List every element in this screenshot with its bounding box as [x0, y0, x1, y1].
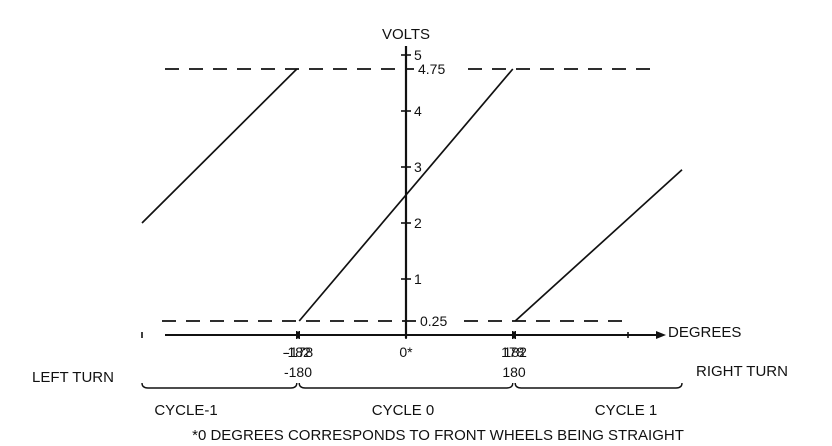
x-axis-arrow: [656, 331, 666, 339]
reference-label-0.25: 0.25: [420, 313, 447, 329]
x-tick-label-182: 182: [504, 344, 528, 360]
x-tick-label--178: -178: [285, 344, 313, 360]
cycle-minus-1-bracket: [141, 382, 298, 389]
cycle-0-bracket: [298, 382, 514, 389]
cycle-1-label: CYCLE 1: [595, 402, 658, 419]
reference-label-4.75: 4.75: [418, 61, 445, 77]
x-tick-label-0: 0*: [399, 344, 413, 360]
x-tick-label--182: -182: [283, 344, 311, 360]
y-tick-label-2: 2: [414, 215, 422, 231]
cycle-0-label: CYCLE 0: [372, 402, 435, 419]
cycle-minus-1-label: CYCLE-1: [154, 402, 217, 419]
x-tick-label-180: 180: [502, 364, 526, 380]
x-tick-label-178: 178: [501, 344, 525, 360]
y-axis-label: VOLTS: [382, 26, 430, 43]
x-axis-label: DEGREES: [668, 324, 741, 341]
footnote: *0 DEGREES CORRESPONDS TO FRONT WHEELS B…: [192, 427, 684, 444]
left-turn-label: LEFT TURN: [32, 369, 114, 386]
series-line-0: [141, 68, 298, 224]
cycle-1-bracket: [514, 382, 683, 389]
y-tick-label-5: 5: [414, 47, 422, 63]
right-turn-label: RIGHT TURN: [696, 363, 788, 380]
y-tick-label-4: 4: [414, 103, 422, 119]
series-line-2: [514, 169, 683, 322]
x-tick-label--180: -180: [284, 364, 312, 380]
y-tick-label-3: 3: [414, 159, 422, 175]
y-tick-label-1: 1: [414, 271, 422, 287]
